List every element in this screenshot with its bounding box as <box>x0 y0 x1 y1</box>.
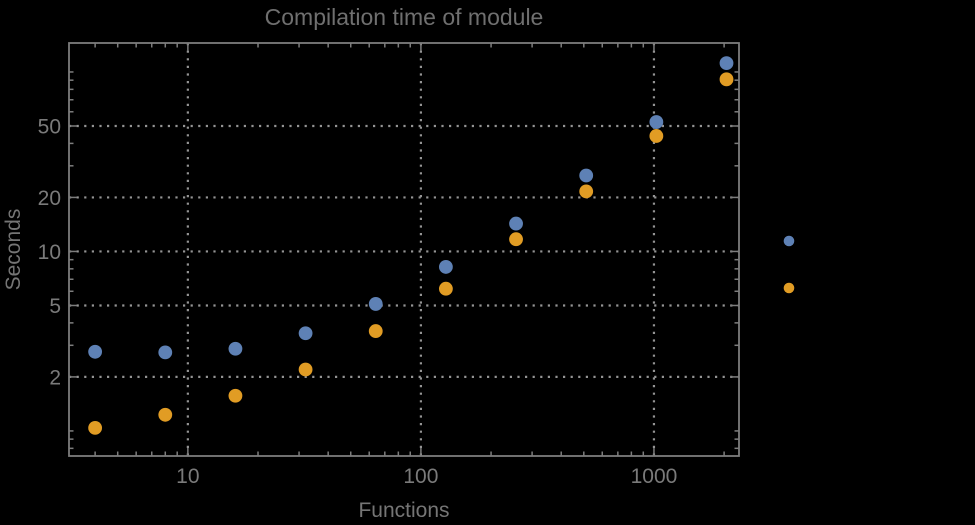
data-point-orange <box>88 420 103 435</box>
data-point-blue <box>158 345 173 360</box>
y-tick-label: 10 <box>38 241 61 264</box>
x-axis-label: Functions <box>358 499 450 522</box>
data-point-orange <box>228 388 243 403</box>
data-point-blue <box>298 326 313 341</box>
data-point-blue <box>579 168 594 183</box>
data-point-blue <box>438 260 453 274</box>
data-point-blue <box>228 341 243 356</box>
data-point-blue <box>649 115 664 129</box>
data-point-orange <box>298 362 313 377</box>
data-point-blue <box>509 216 523 231</box>
chart-title: Compilation time of module <box>264 4 544 30</box>
y-tick-label: 5 <box>49 295 61 318</box>
plot-frame <box>68 42 740 457</box>
data-point-orange <box>438 281 453 296</box>
data-point-orange <box>649 129 664 143</box>
x-tick-label: 1000 <box>631 465 678 488</box>
x-tick-label: 10 <box>176 465 199 488</box>
legend-marker-orange <box>783 282 795 294</box>
data-point-blue <box>88 344 103 359</box>
data-point-orange <box>509 232 523 247</box>
y-tick-label: 50 <box>38 115 61 138</box>
data-point-blue <box>368 297 383 311</box>
data-point-orange <box>579 184 594 199</box>
y-tick-label: 20 <box>38 187 61 210</box>
y-tick-label: 2 <box>49 366 61 389</box>
data-point-orange <box>719 72 734 87</box>
data-point-blue <box>719 56 734 71</box>
legend-marker-blue <box>783 235 795 247</box>
x-tick-label: 100 <box>403 465 438 488</box>
data-point-orange <box>158 407 173 422</box>
data-point-orange <box>368 324 383 338</box>
